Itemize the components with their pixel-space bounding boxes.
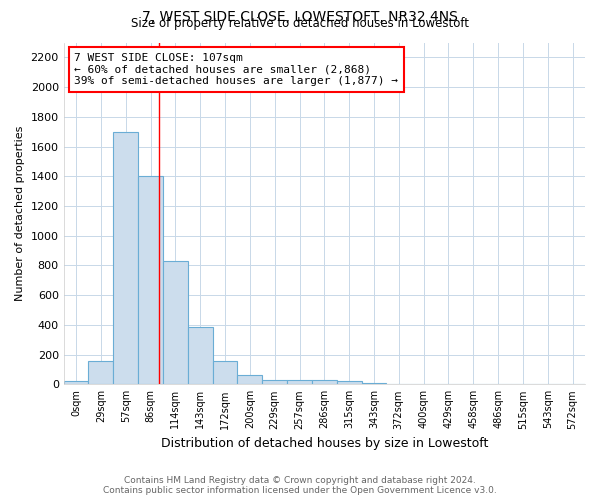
Text: Size of property relative to detached houses in Lowestoft: Size of property relative to detached ho… bbox=[131, 18, 469, 30]
Bar bbox=[113, 132, 138, 384]
Bar bbox=[138, 176, 163, 384]
Bar bbox=[262, 380, 287, 384]
Bar bbox=[163, 261, 188, 384]
Text: Contains HM Land Registry data © Crown copyright and database right 2024.
Contai: Contains HM Land Registry data © Crown c… bbox=[103, 476, 497, 495]
Y-axis label: Number of detached properties: Number of detached properties bbox=[15, 126, 25, 301]
Bar bbox=[64, 382, 88, 384]
Bar bbox=[188, 327, 212, 384]
Text: 7, WEST SIDE CLOSE, LOWESTOFT, NR32 4NS: 7, WEST SIDE CLOSE, LOWESTOFT, NR32 4NS bbox=[142, 10, 458, 24]
Text: 7 WEST SIDE CLOSE: 107sqm
← 60% of detached houses are smaller (2,868)
39% of se: 7 WEST SIDE CLOSE: 107sqm ← 60% of detac… bbox=[74, 53, 398, 86]
Bar bbox=[238, 374, 262, 384]
Bar bbox=[337, 382, 362, 384]
Bar bbox=[312, 380, 337, 384]
Bar bbox=[212, 360, 238, 384]
Bar bbox=[88, 362, 113, 384]
X-axis label: Distribution of detached houses by size in Lowestoft: Distribution of detached houses by size … bbox=[161, 437, 488, 450]
Bar bbox=[287, 380, 312, 384]
Bar bbox=[362, 383, 386, 384]
